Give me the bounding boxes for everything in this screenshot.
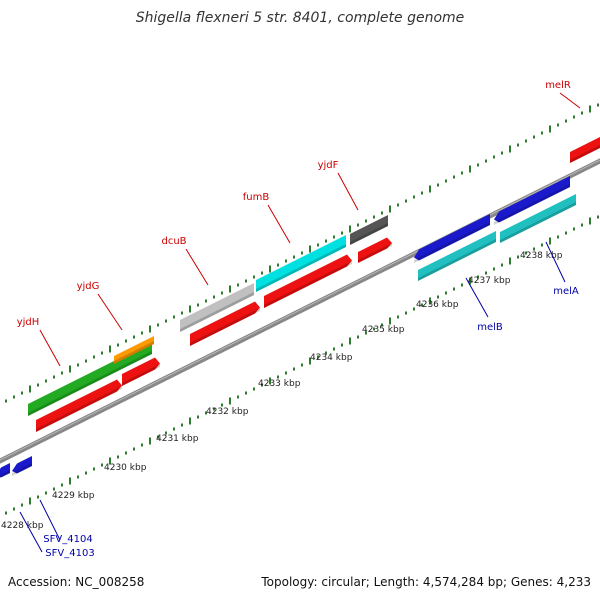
leader-line-fumb (267, 204, 291, 244)
gene-block-melr[interactable] (570, 137, 600, 163)
scale-label: 4232 kbp (206, 407, 249, 417)
scale-label: 4235 kbp (362, 325, 405, 335)
gene-label-fumb[interactable]: fumB (243, 192, 270, 203)
leader-line-melb (465, 277, 489, 318)
gene-block-red-4[interactable] (264, 254, 352, 309)
leader-line-mela (545, 241, 566, 283)
gene-block-red-3[interactable] (190, 301, 260, 347)
gene-block-dcub[interactable] (180, 283, 254, 332)
leader-line-yjdg (97, 293, 123, 331)
gene-block-yjdg[interactable] (114, 336, 154, 364)
scale-label: 4231 kbp (156, 434, 199, 444)
gene-label-melb[interactable]: melB (477, 322, 503, 333)
gene-label-mela[interactable]: melA (553, 286, 579, 297)
scale-label: 4228 kbp (1, 521, 44, 531)
gene-block-red-1[interactable] (36, 379, 122, 433)
gene-label-sfv-4104[interactable]: SFV_4104 (43, 534, 92, 545)
backbone (0, 158, 600, 464)
backbone-highlight (0, 159, 600, 461)
leader-line-dcub (185, 248, 209, 286)
leader-line-sfv-4104 (39, 499, 61, 541)
gene-block-melb-a[interactable] (414, 214, 490, 263)
scale-labels: 4228 kbp 4229 kbp 4230 kbp 4231 kbp 4232 kbp… (1, 251, 563, 531)
scale-label: 4234 kbp (310, 353, 353, 363)
gene-label-melr[interactable]: melR (545, 80, 571, 91)
gene-block-melb-b[interactable] (418, 231, 496, 281)
scale-label: 4238 kbp (520, 251, 563, 261)
leader-line-melr (559, 92, 581, 109)
accession-text: Accession: NC_008258 (8, 575, 145, 589)
gene-labels: yjdH yjdG dcuB fumB yjdF melR melB melA SFV_4104… (17, 80, 581, 559)
leader-line-yjdf (337, 172, 359, 211)
gene-label-yjdf[interactable]: yjdF (318, 160, 339, 171)
gene-label-yjdg[interactable]: yjdG (77, 281, 100, 292)
gene-label-dcub[interactable]: dcuB (161, 236, 186, 247)
gene-block-sfv-4103[interactable] (0, 463, 10, 480)
gene-block-sfv-4104[interactable] (12, 456, 32, 476)
scale-label: 4229 kbp (52, 491, 95, 501)
scale-label: 4233 kbp (258, 379, 301, 389)
leader-line-yjdh (39, 329, 61, 367)
map-title: Shigella flexneri 5 str. 8401, complete … (135, 10, 465, 26)
gene-label-sfv-4103[interactable]: SFV_4103 (45, 548, 94, 559)
gene-block-mela-b[interactable] (500, 194, 576, 243)
genome-stats: Topology: circular; Length: 4,574,284 bp… (261, 575, 591, 589)
gene-block-fumb[interactable] (256, 235, 346, 292)
leader-line-sfv-4103 (19, 511, 43, 553)
gene-block-red-2[interactable] (122, 357, 160, 387)
gene-label-yjdh[interactable]: yjdH (17, 317, 40, 328)
scale-label: 4230 kbp (104, 463, 147, 473)
gene-block-yjdf[interactable] (350, 215, 388, 245)
gene-block-mela-a[interactable] (494, 176, 570, 225)
scale-ticks (5, 103, 599, 515)
scale-label: 4237 kbp (468, 276, 511, 286)
backbone-line (0, 158, 600, 464)
scale-label: 4236 kbp (416, 300, 459, 310)
feature-blocks (0, 137, 600, 480)
gene-block-red-5[interactable] (358, 237, 392, 264)
